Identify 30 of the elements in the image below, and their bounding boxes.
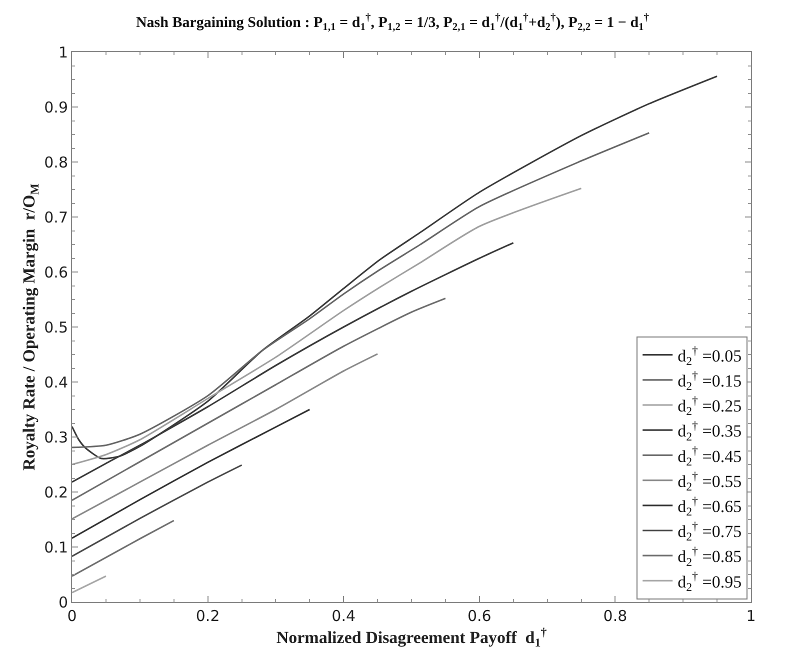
y-tick-label: 0.1 [44, 538, 68, 556]
x-tick-label: 0.8 [603, 607, 628, 625]
line-series [72, 132, 650, 448]
y-tick-label: 0.9 [44, 98, 68, 116]
x-tick-label: 0.4 [332, 607, 356, 625]
y-tick-label: 0.2 [44, 483, 68, 502]
legend-label: d$_{2}$$^{†}$ =0.55 [678, 468, 742, 494]
legend-label: d$_{2}$$^{†}$ =0.15 [678, 368, 742, 394]
legend-label: d$_{2}$$^{†}$ =0.05 [678, 343, 742, 368]
y-tick-label: 0.6 [44, 263, 68, 282]
x-tick-label: 0.2 [196, 607, 220, 625]
legend-label: d$_{2}$$^{†}$ =0.25 [678, 393, 742, 418]
legend-label: d$_{2}$$^{†}$ =0.95 [678, 569, 742, 594]
line-series [72, 298, 446, 502]
y-tick-label: 0 [58, 593, 68, 612]
y-tick-label: 0.3 [44, 428, 68, 446]
y-tick-label: 0.4 [44, 373, 68, 392]
y-tick-label: 0.8 [44, 153, 68, 172]
y-tick-label: 1 [58, 43, 68, 62]
legend-label: d$_{2}$$^{†}$ =0.65 [678, 494, 742, 519]
x-tick-label: 0.6 [467, 607, 492, 625]
y-tick-label: 0.7 [44, 208, 68, 226]
x-tick-label: 1 [746, 607, 756, 625]
line-series [72, 464, 243, 558]
legend-label: d$_{2}$$^{†}$ =0.35 [678, 418, 742, 444]
legend-label: d$_{2}$$^{†}$ =0.75 [678, 518, 742, 544]
legend-label: d$_{2}$$^{†}$ =0.45 [678, 444, 742, 468]
y-tick-label: 0.5 [44, 318, 68, 336]
legend-label: d$_{2}$$^{†}$ =0.85 [678, 544, 742, 569]
line-series [72, 408, 310, 539]
